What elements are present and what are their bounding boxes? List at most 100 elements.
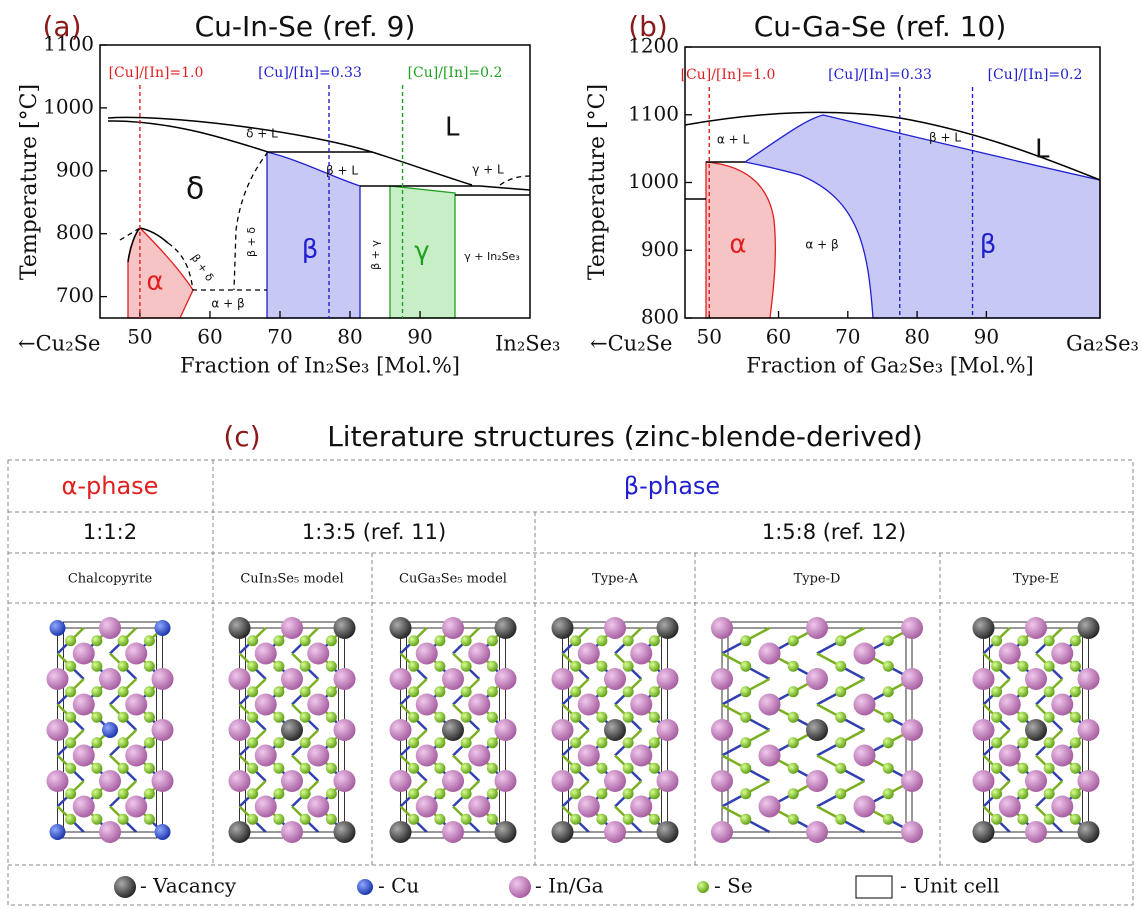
atom [788,763,799,774]
atom [300,814,311,825]
atom [155,824,171,840]
structure [390,617,517,843]
atom [273,712,284,723]
atom [835,712,846,723]
atom [118,686,129,697]
y-tick-label: 700 [56,283,94,307]
atom [623,737,634,748]
atom [649,635,660,646]
atom [434,763,445,774]
figure: (a) Cu-In-Se (ref. 9) L δ δ + L β + L γ … [0,0,1142,909]
atom [630,643,652,665]
region-label: δ [186,172,204,207]
atom [416,694,438,716]
y-tick-label: 800 [56,220,94,244]
atom [434,788,445,799]
atom [649,763,660,774]
atom [630,745,652,767]
atom [854,796,876,818]
atom [468,694,490,716]
panel-label: (c) [223,420,260,453]
atom [570,788,581,799]
atom [1044,788,1055,799]
atom [118,661,129,672]
atom [73,643,95,665]
atom [657,821,679,843]
atom [118,814,129,825]
x-tick-label: 50 [697,325,722,349]
atom [468,745,490,767]
atom [91,737,102,748]
atom [973,770,995,792]
atom [1017,763,1028,774]
atom [991,763,1002,774]
atom [255,745,277,767]
atom [144,635,155,646]
atom [759,745,781,767]
atom [442,821,464,843]
atom [835,788,846,799]
atom [390,821,412,843]
atom [806,617,828,639]
atom [247,814,258,825]
atom [434,661,445,672]
atom [623,661,634,672]
atom [47,770,69,792]
atom [144,763,155,774]
atom [408,814,419,825]
atom [390,719,412,741]
atom [596,712,607,723]
atom [973,668,995,690]
atom [854,694,876,716]
legend-label: - Cu [378,874,419,898]
atom [1070,763,1081,774]
x-tick-label: 80 [904,325,929,349]
atom [255,796,277,818]
atom [604,617,626,639]
structure [711,617,923,843]
atom [854,745,876,767]
atom [1044,661,1055,672]
panel-title: Cu-In-Se (ref. 9) [195,10,416,43]
atom [91,635,102,646]
atom [835,686,846,697]
x-axis-label: Fraction of Ga₂Se₃ [Mol.%] [746,354,1033,378]
atom [740,635,751,646]
atom [649,814,660,825]
atom [495,719,517,741]
atom [596,737,607,748]
composition-label: [Cu]/[In]=0.2 [408,65,503,81]
atom [596,635,607,646]
atom [578,745,600,767]
atom [102,722,118,738]
atom [1017,686,1028,697]
atom [883,788,894,799]
atom [806,668,828,690]
atom [788,686,799,697]
atom [649,661,660,672]
atom [334,719,356,741]
region-label: α [729,230,746,260]
atom [300,763,311,774]
y-tick-label: 900 [56,157,94,181]
atom [307,796,329,818]
atom [99,668,121,690]
atom [623,712,634,723]
atom [65,814,76,825]
atom [788,661,799,672]
atom [740,686,751,697]
atom [649,737,660,748]
atom [1044,712,1055,723]
atom [273,737,284,748]
atom [461,814,472,825]
atom [247,788,258,799]
table-cell: 1:5:8 (ref. 12) [762,520,906,544]
atom [806,719,828,741]
region-label: α + β [805,238,838,252]
atom [806,821,828,843]
atom [623,814,634,825]
atom [461,686,472,697]
atom [711,770,733,792]
atom [65,686,76,697]
table-cell: CuIn₃Se₅ model [240,572,343,587]
